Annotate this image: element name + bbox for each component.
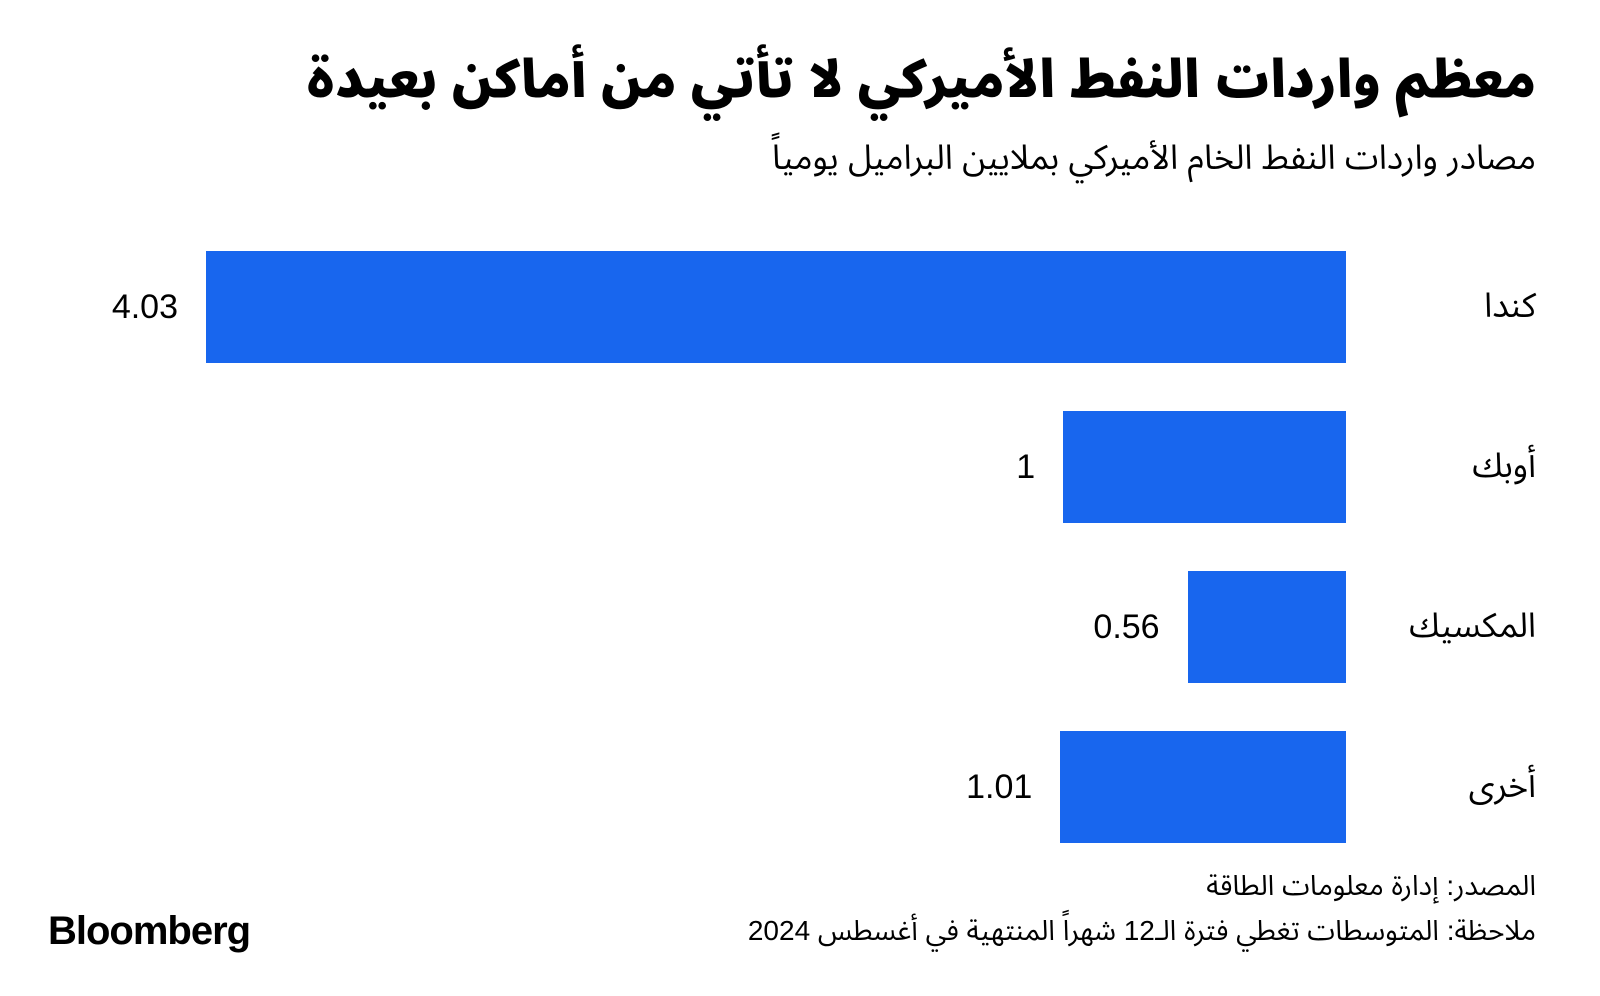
- category-label: أخرى: [1346, 751, 1536, 823]
- category-label: أوبك: [1346, 431, 1536, 503]
- note-text: ملاحظة: المتوسطات تغطي فترة الـ12 شهراً …: [748, 909, 1536, 954]
- chart-footer: المصدر: إدارة معلومات الطاقة ملاحظة: الم…: [48, 864, 1536, 954]
- value-label: 1: [1016, 448, 1063, 487]
- bloomberg-logo: Bloomberg: [48, 909, 250, 954]
- source-text: المصدر: إدارة معلومات الطاقة: [748, 864, 1536, 909]
- bar: [206, 251, 1346, 363]
- bar: [1060, 731, 1346, 843]
- bar: [1063, 411, 1346, 523]
- value-label: 0.56: [1093, 608, 1187, 647]
- bar: [1188, 571, 1346, 683]
- category-label: المكسيك: [1346, 591, 1536, 663]
- value-label: 1.01: [966, 768, 1060, 807]
- chart-title: معظم واردات النفط الأميركي لا تأتي من أم…: [48, 48, 1536, 113]
- bar-row: أوبك 1: [176, 411, 1536, 523]
- bar-row: كندا4.03: [176, 251, 1536, 363]
- bar-area: 0.56: [176, 571, 1346, 683]
- bar-area: 1.01: [176, 731, 1346, 843]
- bar-row: المكسيك 0.56: [176, 571, 1536, 683]
- chart-subtitle: مصادر واردات النفط الخام الأميركي بملايي…: [48, 123, 1536, 195]
- category-label: كندا: [1346, 271, 1536, 343]
- bar-area: 1: [176, 411, 1346, 523]
- value-label: 4.03: [112, 288, 206, 327]
- bar-row: أخرى 1.01: [176, 731, 1536, 843]
- bar-chart: كندا4.03 أوبك 1 المكسيك 0.56 أخرى 1.01: [176, 251, 1536, 843]
- bar-area: 4.03: [112, 251, 1346, 363]
